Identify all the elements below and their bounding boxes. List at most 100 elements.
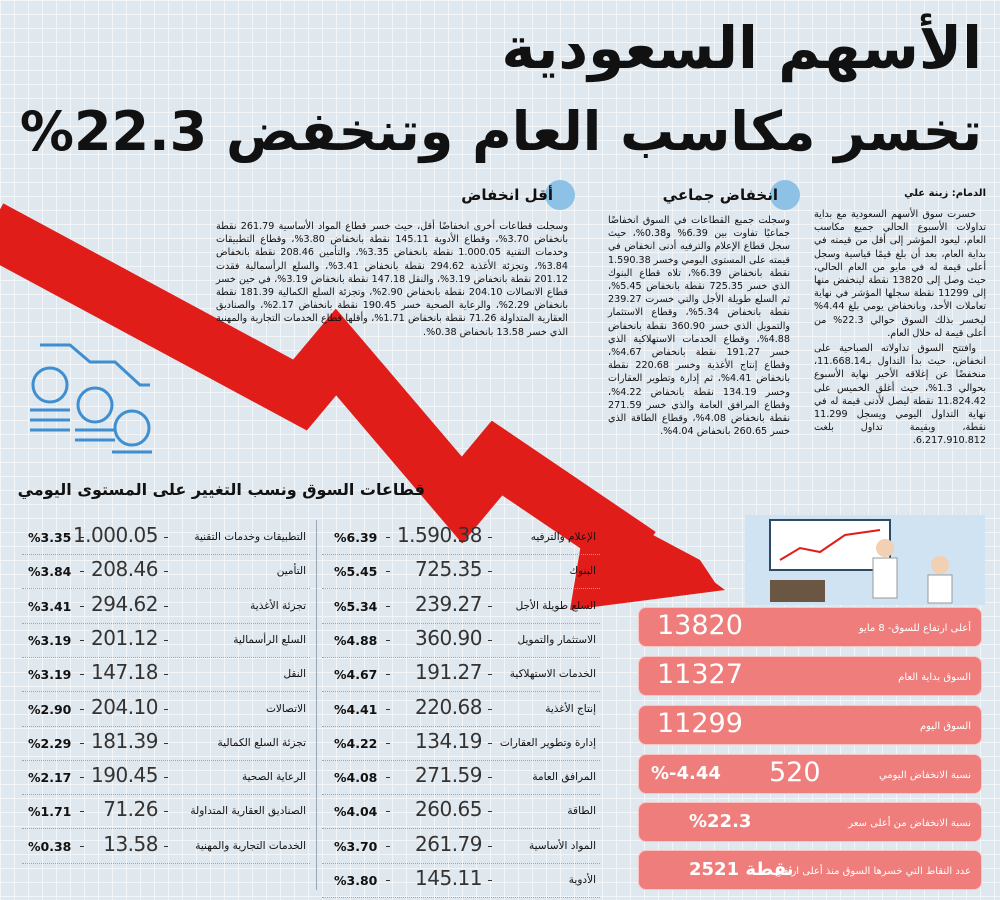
sector-points: 204.10 [91, 694, 158, 719]
coins-icon [30, 343, 152, 454]
screen [769, 519, 891, 571]
sector-points: 260.65 [415, 797, 482, 822]
stat-label: السوق اليوم [919, 721, 971, 732]
dash [80, 674, 84, 676]
dash [80, 811, 84, 813]
sector-name: الطاقة [567, 805, 596, 818]
dash [386, 605, 390, 607]
stat-box: أعلى ارتفاع للسوق- 8 مايو 13820 [638, 607, 982, 647]
dash [80, 777, 84, 779]
section-heading-box: انخفاض جماعي [610, 180, 800, 212]
sector-change: %3.41 [28, 598, 72, 614]
section-heading: أقل انخفاض [461, 186, 553, 204]
dash [164, 742, 168, 744]
sector-points: 71.26 [103, 797, 158, 822]
down-arrow [0, 203, 725, 610]
stat-value: 13820 [657, 610, 743, 641]
sector-points: 294.62 [91, 591, 158, 616]
sector-name: إدارة وتطوير العقارات [499, 736, 596, 749]
dash [386, 811, 390, 813]
sector-name: تجزئة الأغذية [250, 599, 306, 612]
table-row: المواد الأساسية 261.79 %3.70 [322, 829, 600, 864]
sector-points: 145.11 [415, 866, 482, 890]
headline: الأسهم السعودية [501, 14, 982, 82]
dash [164, 674, 168, 676]
sector-points: 147.18 [91, 660, 158, 685]
stat-box: نسبة الانخفاض من أعلى سعر %22.3 [638, 802, 982, 842]
stat-change: %-4.44 [651, 763, 721, 784]
section-article: وسجلت قطاعات أخرى انخفاضًا أقل، حيث خسر … [216, 221, 568, 338]
sector-name: تجزئة السلع الكمالية [217, 736, 306, 749]
stat-box: السوق اليوم 11299 [638, 705, 982, 745]
paragraph: خسرت سوق الأسهم السعودية مع بداية تداولا… [814, 209, 987, 339]
sector-points: 190.45 [91, 763, 158, 788]
dash [386, 708, 390, 710]
table-row: تجزئة الأغذية 294.62 %3.41 [22, 589, 310, 624]
sector-name: الخدمات التجارية والمهنية [195, 839, 306, 852]
person-body [872, 557, 898, 599]
section-article: وسجلت جميع القطاعات في السوق انخفاضًا جم… [608, 215, 791, 438]
dash [164, 845, 168, 847]
sector-points: 239.27 [415, 591, 482, 616]
stat-label: عدد النقاط التي خسرها السوق منذ أعلى ارت… [774, 866, 971, 877]
dash [164, 811, 168, 813]
stat-label: السوق بداية العام [898, 672, 971, 683]
sector-points: 134.19 [415, 728, 482, 753]
dash [386, 674, 390, 676]
sector-change: %4.88 [334, 632, 378, 648]
sector-change: %4.22 [334, 735, 378, 751]
stat-label: أعلى ارتفاع للسوق- 8 مايو [858, 623, 971, 634]
sector-change: %2.29 [28, 735, 72, 751]
sector-change: %5.45 [334, 564, 378, 580]
sector-name: السلع الرأسمالية [233, 633, 306, 646]
stat-box: عدد النقاط التي خسرها السوق منذ أعلى ارت… [638, 850, 982, 890]
sector-points: 208.46 [91, 557, 158, 582]
sector-change: %2.17 [28, 770, 72, 786]
chair [770, 580, 825, 602]
dash [164, 605, 168, 607]
dash [80, 845, 84, 847]
sector-change: %6.39 [334, 530, 378, 545]
table-row: المرافق العامة 271.59 %4.08 [322, 760, 600, 796]
sector-change: %3.35 [28, 530, 72, 545]
table-row: الخدمات التجارية والمهنية 13.58 %0.38 [22, 829, 310, 864]
sector-points: 220.68 [415, 694, 482, 719]
table-row: تجزئة السلع الكمالية 181.39 %2.29 [22, 726, 310, 761]
dash [488, 605, 492, 607]
sector-points: 201.12 [91, 625, 158, 650]
sector-name: الرعاية الصحية [241, 771, 306, 784]
stat-change: %22.3 [689, 811, 752, 832]
sector-points: 725.35 [415, 557, 482, 582]
dash [164, 537, 168, 538]
dash [386, 571, 390, 573]
dash [80, 708, 84, 710]
sector-change: %4.67 [334, 667, 378, 683]
sector-name: المواد الأساسية [528, 839, 596, 852]
dash [80, 605, 84, 607]
screen-chart [779, 529, 881, 561]
arrow-head [570, 490, 725, 610]
sector-name: الاستثمار والتمويل [517, 633, 596, 646]
sector-change: %4.04 [334, 804, 378, 820]
heading-dot [545, 180, 575, 210]
dash [488, 571, 492, 573]
sector-name: الخدمات الاستهلاكية [509, 668, 596, 681]
dash [164, 639, 168, 641]
sector-points: 271.59 [415, 763, 482, 788]
table-row: إدارة وتطوير العقارات 134.19 %4.22 [322, 726, 600, 761]
dash [488, 880, 492, 881]
table-divider [316, 520, 317, 890]
table-row: إنتاج الأغذية 220.68 %4.41 [322, 692, 600, 727]
paragraph: وافتتح السوق تداولاته الصباحية على انخفا… [814, 343, 986, 447]
table-row: النقل 147.18 %3.19 [22, 657, 310, 693]
sector-points: 1.000.05 [72, 523, 159, 547]
table-row: الطاقة 260.65 %4.04 [322, 794, 600, 830]
dash [488, 811, 492, 813]
arrow-body [0, 203, 656, 579]
table-title: قطاعات السوق ونسب التغيير على المستوى ال… [17, 480, 425, 499]
stat-value: 520 [769, 757, 821, 788]
sector-points: 191.27 [415, 660, 482, 685]
sector-points: 13.58 [103, 831, 158, 856]
